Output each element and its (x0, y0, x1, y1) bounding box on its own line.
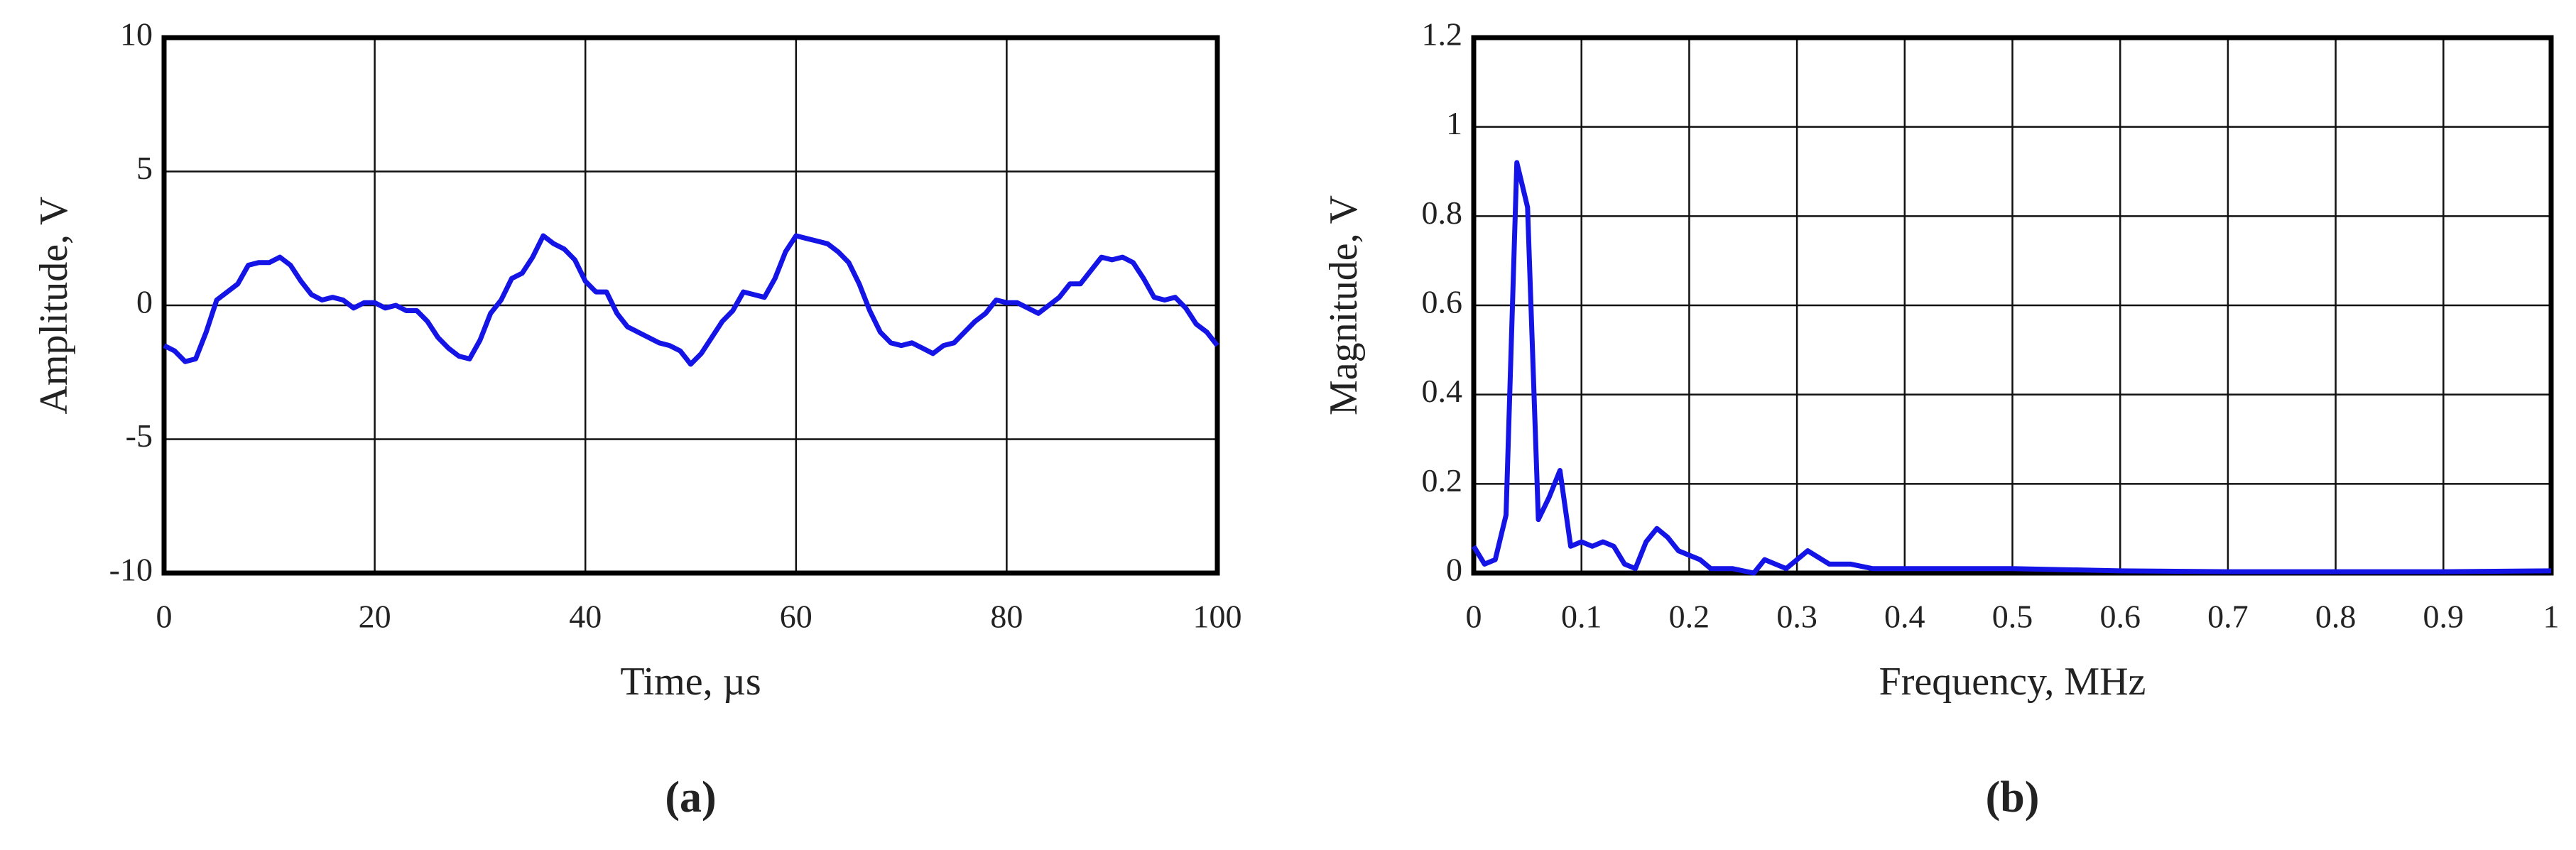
y-tick-label: 1.2 (1422, 16, 1463, 53)
y-axis-title: Amplitude, V (32, 197, 76, 415)
x-tick-label: 0.5 (1992, 599, 2033, 635)
y-tick-label: 0.6 (1422, 284, 1463, 320)
caption: (b) (1986, 773, 2040, 822)
x-tick-label: 60 (780, 599, 813, 635)
plot-frame (1471, 35, 2554, 576)
y-tick-label: 0 (136, 284, 153, 320)
y-tick-label: 0.8 (1422, 195, 1463, 231)
x-tick-label: 0.1 (1561, 599, 1602, 635)
y-tick-label: -10 (109, 552, 153, 588)
x-tick-label: 0.7 (2207, 599, 2249, 635)
y-tick-label: 0 (1446, 552, 1462, 588)
x-tick-label: 0.8 (2315, 599, 2357, 635)
x-tick-label: 80 (990, 599, 1023, 635)
y-axis-title: Magnitude, V (1322, 195, 1366, 415)
y-tick-label: 5 (136, 150, 153, 186)
x-tick-label: 1 (2543, 599, 2560, 635)
y-tick-label: -5 (126, 418, 153, 454)
x-tick-label: 0.2 (1669, 599, 1710, 635)
caption: (a) (665, 773, 716, 822)
x-tick-label: 100 (1193, 599, 1242, 635)
x-tick-label: 40 (569, 599, 602, 635)
x-tick-label: 20 (359, 599, 391, 635)
y-tick-label: 0.4 (1422, 373, 1463, 409)
data-line (1472, 160, 2552, 576)
plot-frame (161, 35, 1220, 576)
x-tick-label: 0.4 (1884, 599, 1925, 635)
data-line (163, 233, 1219, 367)
x-axis-title: Time, µs (620, 660, 761, 704)
x-tick-label: 0 (156, 599, 173, 635)
x-axis-title: Frequency, MHz (1879, 660, 2146, 704)
x-tick-label: 0.3 (1776, 599, 1817, 635)
x-tick-label: 0.9 (2423, 599, 2464, 635)
x-tick-label: 0.6 (2099, 599, 2141, 635)
x-tick-label: 0 (1466, 599, 1482, 635)
y-tick-label: 1 (1446, 105, 1462, 141)
y-tick-label: 0.2 (1422, 462, 1463, 498)
y-tick-label: 10 (120, 16, 153, 53)
